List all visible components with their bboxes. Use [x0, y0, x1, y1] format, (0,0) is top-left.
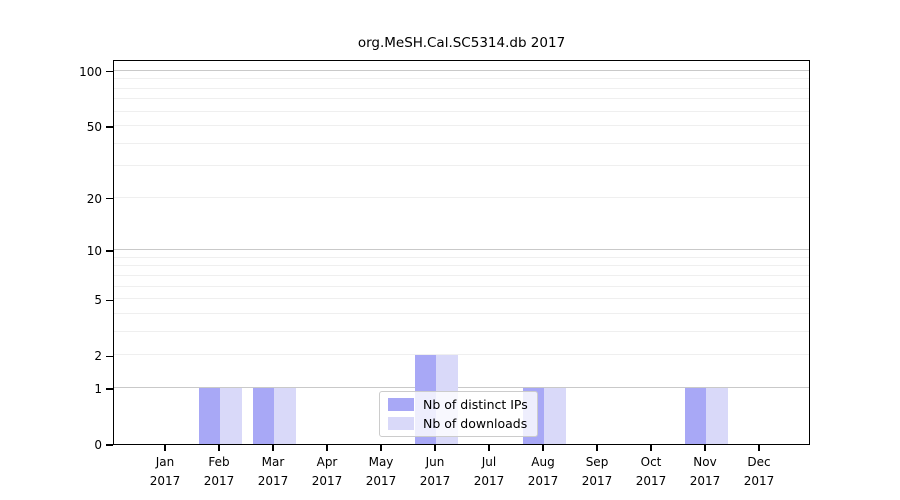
x-tick-label: Jul 2017	[473, 455, 505, 488]
bar-downloads	[274, 387, 296, 444]
x-tick-label: Aug 2017	[527, 455, 559, 488]
legend-swatch-distinct-ips	[388, 398, 414, 411]
y-tick-mark	[106, 71, 113, 73]
y-tick-mark	[106, 250, 113, 252]
bar-distinct-ips	[252, 387, 274, 444]
y-gridline-major	[114, 249, 809, 251]
y-gridline-major	[114, 386, 809, 388]
x-tick-mark	[218, 445, 220, 451]
x-tick-label: Nov 2017	[689, 455, 721, 488]
x-tick-mark	[596, 445, 598, 451]
x-tick-label: Jun 2017	[419, 455, 451, 488]
x-tick-mark	[758, 445, 760, 451]
x-tick-mark	[542, 445, 544, 451]
y-gridline-minor	[114, 256, 809, 258]
x-tick-mark	[488, 445, 490, 451]
legend-entry-distinct-ips: Nb of distinct IPs	[388, 397, 528, 412]
bar-distinct-ips	[684, 387, 706, 444]
bar-downloads	[706, 387, 728, 444]
x-tick-label: Oct 2017	[635, 455, 667, 488]
y-gridline-minor	[114, 110, 809, 112]
y-gridline-minor	[114, 142, 809, 144]
x-tick-mark	[434, 445, 436, 451]
bar-downloads	[220, 387, 242, 444]
x-tick-label: Feb 2017	[203, 455, 235, 488]
y-tick-mark	[106, 388, 113, 390]
legend-swatch-downloads	[388, 417, 414, 430]
x-tick-mark	[326, 445, 328, 451]
x-tick-mark	[164, 445, 166, 451]
legend-label-distinct-ips: Nb of distinct IPs	[423, 397, 528, 412]
x-tick-label: Sep 2017	[581, 455, 613, 488]
y-gridline-major	[114, 69, 809, 71]
bar-downloads	[544, 387, 566, 444]
x-tick-mark	[380, 445, 382, 451]
y-gridline-minor	[114, 196, 809, 198]
y-gridline-minor	[114, 98, 809, 100]
y-gridline-minor	[114, 354, 809, 356]
x-tick-label: May 2017	[365, 455, 397, 488]
y-tick-label: 20	[86, 191, 102, 206]
bar-distinct-ips	[198, 387, 220, 444]
x-tick-mark	[704, 445, 706, 451]
y-gridline-minor	[114, 87, 809, 89]
y-tick-mark	[106, 198, 113, 200]
legend-entry-downloads: Nb of downloads	[388, 416, 528, 431]
y-gridline-minor	[114, 298, 809, 300]
x-tick-mark	[650, 445, 652, 451]
y-tick-mark	[106, 126, 113, 128]
x-tick-label: Dec 2017	[743, 455, 775, 488]
y-tick-label: 100	[79, 64, 102, 79]
y-gridline-minor	[114, 274, 809, 276]
x-tick-label: Jan 2017	[149, 455, 181, 488]
chart-title: org.MeSH.Cal.SC5314.db 2017	[357, 35, 566, 51]
y-gridline-minor	[114, 165, 809, 167]
y-tick-label: 2	[94, 349, 102, 364]
y-tick-label: 50	[86, 120, 102, 135]
legend: Nb of distinct IPs Nb of downloads	[379, 391, 538, 437]
legend-label-downloads: Nb of downloads	[423, 416, 528, 431]
y-tick-mark	[106, 355, 113, 357]
y-tick-mark	[106, 444, 113, 446]
x-tick-label: Mar 2017	[257, 455, 289, 488]
y-gridline-minor	[114, 125, 809, 127]
y-tick-label: 1	[94, 381, 102, 396]
y-tick-label: 0	[94, 438, 102, 452]
x-tick-label: Apr 2017	[311, 455, 343, 488]
y-gridline-minor	[114, 285, 809, 287]
plot-area	[113, 60, 810, 445]
y-gridline-minor	[114, 265, 809, 267]
y-tick-label: 10	[86, 244, 102, 259]
y-gridline-minor	[114, 312, 809, 314]
y-tick-label: 5	[94, 293, 102, 308]
y-gridline-minor	[114, 330, 809, 332]
x-tick-mark	[272, 445, 274, 451]
y-gridline-minor	[114, 78, 809, 80]
y-tick-mark	[106, 299, 113, 301]
